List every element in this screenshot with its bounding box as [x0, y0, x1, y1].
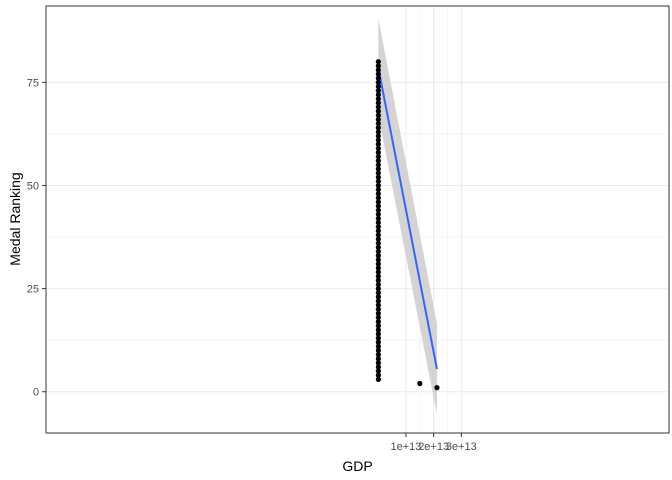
data-point [375, 125, 381, 131]
data-point [375, 331, 381, 337]
y-tick-label: 0 [33, 387, 39, 399]
data-point [375, 310, 381, 316]
trend-line [377, 67, 438, 370]
data-points [375, 59, 440, 391]
x-axis-title: GDP [342, 458, 372, 474]
data-point [375, 290, 381, 296]
data-point [375, 327, 381, 333]
data-point [375, 96, 381, 102]
data-point [375, 211, 381, 217]
data-point [375, 108, 381, 114]
data-point [375, 166, 381, 172]
data-point [375, 186, 381, 193]
data-point [375, 178, 381, 184]
data-point [375, 67, 381, 73]
data-point [375, 129, 381, 135]
data-point [375, 339, 381, 345]
data-point [375, 372, 381, 378]
data-point [375, 199, 381, 205]
data-point [375, 252, 381, 259]
data-point [375, 236, 381, 242]
data-point [375, 302, 381, 308]
data-point [375, 87, 381, 94]
data-point [375, 79, 381, 85]
data-point [375, 195, 381, 201]
data-point [375, 265, 381, 271]
data-point [375, 244, 381, 250]
data-point [375, 352, 381, 358]
data-point [375, 120, 381, 127]
data-point [375, 232, 381, 238]
data-point [375, 170, 381, 176]
y-tick-label: 75 [27, 77, 39, 89]
data-point [375, 277, 381, 283]
data-point [375, 343, 381, 349]
data-point [375, 248, 381, 255]
data-point [375, 75, 381, 81]
x-tick-label: 1e+13 [391, 441, 422, 453]
data-point [375, 59, 381, 65]
data-point [375, 314, 381, 321]
data-point [375, 281, 381, 288]
data-point [434, 385, 440, 391]
data-point [375, 240, 381, 246]
grid [46, 6, 669, 433]
data-point [375, 92, 381, 98]
x-tick-label: 2e+13 [418, 441, 449, 453]
data-point [375, 335, 381, 341]
data-point [375, 141, 381, 147]
x-tick-label: 3e+13 [446, 441, 477, 453]
data-point [375, 162, 381, 168]
data-point [375, 116, 381, 123]
data-point [375, 137, 381, 143]
data-point [375, 174, 381, 180]
data-point [375, 356, 381, 362]
y-tick-label: 50 [27, 180, 39, 192]
data-point [375, 368, 381, 374]
data-point [375, 83, 381, 90]
data-point [375, 323, 381, 329]
data-point [375, 294, 381, 300]
data-point [375, 71, 381, 77]
data-point [375, 215, 381, 222]
data-point [375, 376, 381, 382]
data-point [375, 347, 381, 354]
data-point [375, 364, 381, 370]
data-point [375, 182, 381, 189]
data-point [375, 145, 381, 151]
panel-border [45, 5, 670, 434]
data-point [375, 133, 381, 139]
data-point [375, 273, 381, 279]
data-point [375, 219, 381, 226]
data-point [375, 269, 381, 275]
data-point [375, 261, 381, 267]
data-point [375, 360, 381, 366]
data-point [375, 228, 381, 234]
data-point [375, 104, 381, 110]
data-point [417, 380, 423, 387]
y-tick-label: 25 [27, 284, 39, 296]
data-point [375, 319, 381, 325]
data-point [375, 224, 381, 230]
data-point [375, 257, 381, 263]
data-point [375, 100, 381, 106]
data-point [375, 191, 381, 197]
data-point [375, 112, 381, 118]
data-point [375, 207, 381, 213]
data-point [375, 306, 381, 312]
data-point [375, 153, 381, 160]
y-axis-title: Medal Ranking [7, 172, 23, 265]
data-point [375, 158, 381, 164]
data-point [375, 286, 381, 292]
data-point [375, 63, 381, 69]
data-point [375, 203, 381, 209]
data-point [375, 298, 381, 304]
data-point [375, 149, 381, 156]
